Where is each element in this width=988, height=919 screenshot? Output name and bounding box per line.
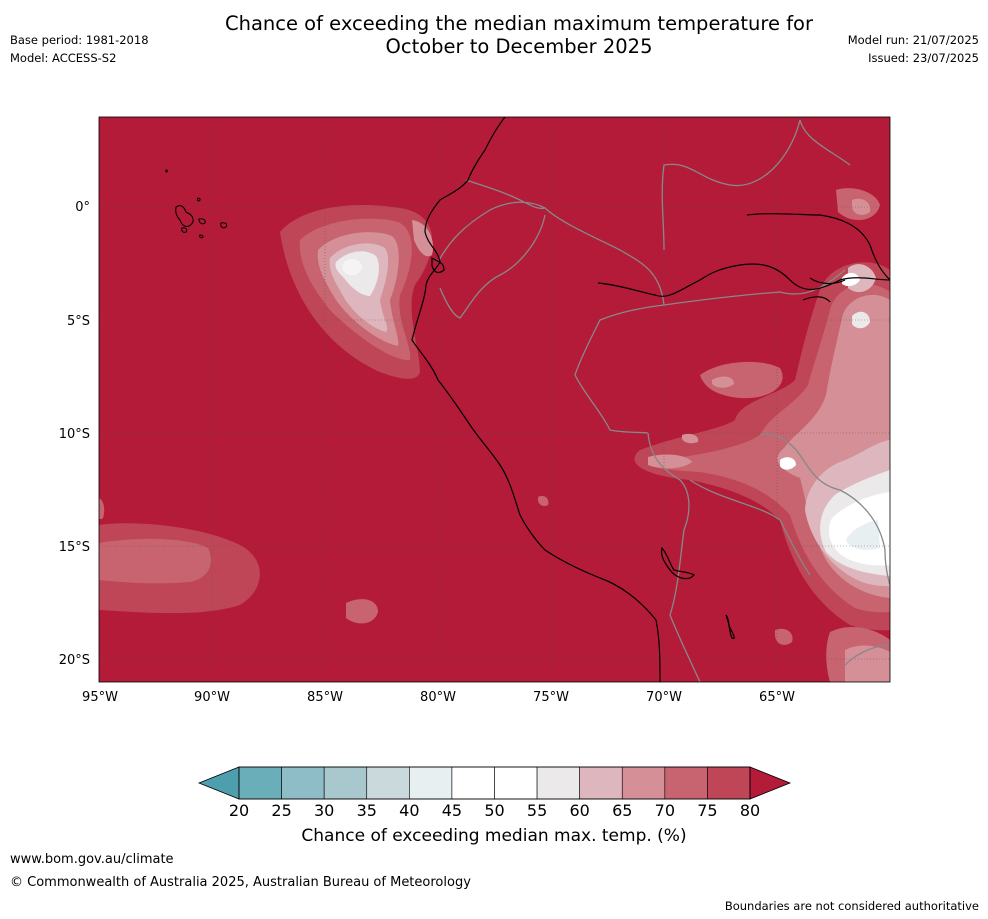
- model-text: Model: ACCESS-S2: [10, 51, 117, 65]
- footer-copyright: © Commonwealth of Australia 2025, Austra…: [10, 875, 471, 890]
- meta-right: Model run: 21/07/2025 Issued: 23/07/2025: [848, 31, 979, 67]
- lat-tick-10s: 10°S: [59, 427, 90, 442]
- colorbar-cell: [451, 766, 495, 800]
- lat-tick-15s: 15°S: [59, 540, 90, 555]
- anomaly-offshore-south: [99, 498, 378, 624]
- colorbar-cell: [323, 766, 368, 800]
- colorbar-tick-label: 20: [229, 801, 249, 820]
- coastline: [411, 117, 890, 682]
- map-figure: 95°W 90°W 85°W 80°W 75°W 70°W 65°W 0° 5°…: [59, 116, 891, 705]
- lon-tick-90: 90°W: [194, 690, 230, 705]
- colorbar-frame: [238, 766, 751, 800]
- map-frame: [98, 116, 891, 683]
- lon-tick-75: 75°W: [533, 690, 569, 705]
- meta-left: Base period: 1981-2018 Model: ACCESS-S2: [10, 31, 149, 67]
- lat-tick-0: 0°: [75, 200, 90, 215]
- title-line-2: October to December 2025: [385, 35, 653, 58]
- colorbar-tick-label: 25: [271, 801, 291, 820]
- lon-tick-95: 95°W: [82, 690, 118, 705]
- colorbar-cell: [238, 766, 282, 800]
- lat-tick-5s: 5°S: [67, 314, 90, 329]
- anomaly-offshore-north: [280, 205, 434, 379]
- colorbar-tick-label: 35: [357, 801, 377, 820]
- issued-text: Issued: 23/07/2025: [868, 51, 979, 65]
- galapagos-islands: [165, 169, 228, 239]
- colorbar-under-arrow: [197, 766, 240, 800]
- colorbar-cell: [536, 766, 580, 800]
- lon-tick-65: 65°W: [759, 690, 795, 705]
- colorbar-cells: [238, 766, 751, 800]
- base-period-text: Base period: 1981-2018: [10, 33, 149, 47]
- colorbar-cell: [707, 766, 751, 800]
- lat-tick-20s: 20°S: [59, 653, 90, 668]
- footer-note: Boundaries are not considered authoritat…: [724, 899, 979, 913]
- lon-axis-labels: 95°W 90°W 85°W 80°W 75°W 70°W 65°W: [82, 690, 795, 705]
- colorbar-cell: [621, 766, 666, 800]
- lat-axis-labels: 0° 5°S 10°S 15°S 20°S: [59, 200, 90, 668]
- colorbar-cell: [366, 766, 410, 800]
- colorbar-tick-label: 70: [655, 801, 675, 820]
- lon-tick-80: 80°W: [420, 690, 456, 705]
- anomaly-east-continent: [538, 188, 890, 682]
- colorbar-tick-label: 80: [740, 801, 760, 820]
- lon-tick-70: 70°W: [646, 690, 682, 705]
- colorbar-over-arrow: [749, 766, 792, 800]
- colorbar-tick-labels: 20 25 30 35 40 45 50 55 60 65 70 75 80: [229, 801, 760, 820]
- lon-tick-85: 85°W: [307, 690, 343, 705]
- country-borders: [437, 119, 890, 682]
- colorbar-tick-label: 50: [484, 801, 504, 820]
- title-line-1: Chance of exceeding the median maximum t…: [224, 12, 814, 35]
- colorbar-tick-label: 55: [527, 801, 547, 820]
- colorbar-tick-label: 60: [569, 801, 589, 820]
- model-run-text: Model run: 21/07/2025: [847, 33, 979, 47]
- footer-url: www.bom.gov.au/climate: [10, 852, 174, 867]
- colorbar-cell: [494, 766, 538, 800]
- graticule: [99, 117, 890, 682]
- colorbar-label: Chance of exceeding median max. temp. (%…: [301, 826, 687, 846]
- colorbar-tick-label: 65: [612, 801, 632, 820]
- colorbar-tick-label: 30: [314, 801, 334, 820]
- colorbar-tick-label: 45: [442, 801, 462, 820]
- colorbar-cell: [579, 766, 623, 800]
- chart-title: Chance of exceeding the median maximum t…: [144, 12, 894, 58]
- colorbar-tick-label: 75: [697, 801, 717, 820]
- colorbar-tick-label: 40: [399, 801, 419, 820]
- colorbar-cell: [409, 766, 453, 800]
- colorbar-cell: [664, 766, 708, 800]
- colorbar-cell: [281, 766, 325, 800]
